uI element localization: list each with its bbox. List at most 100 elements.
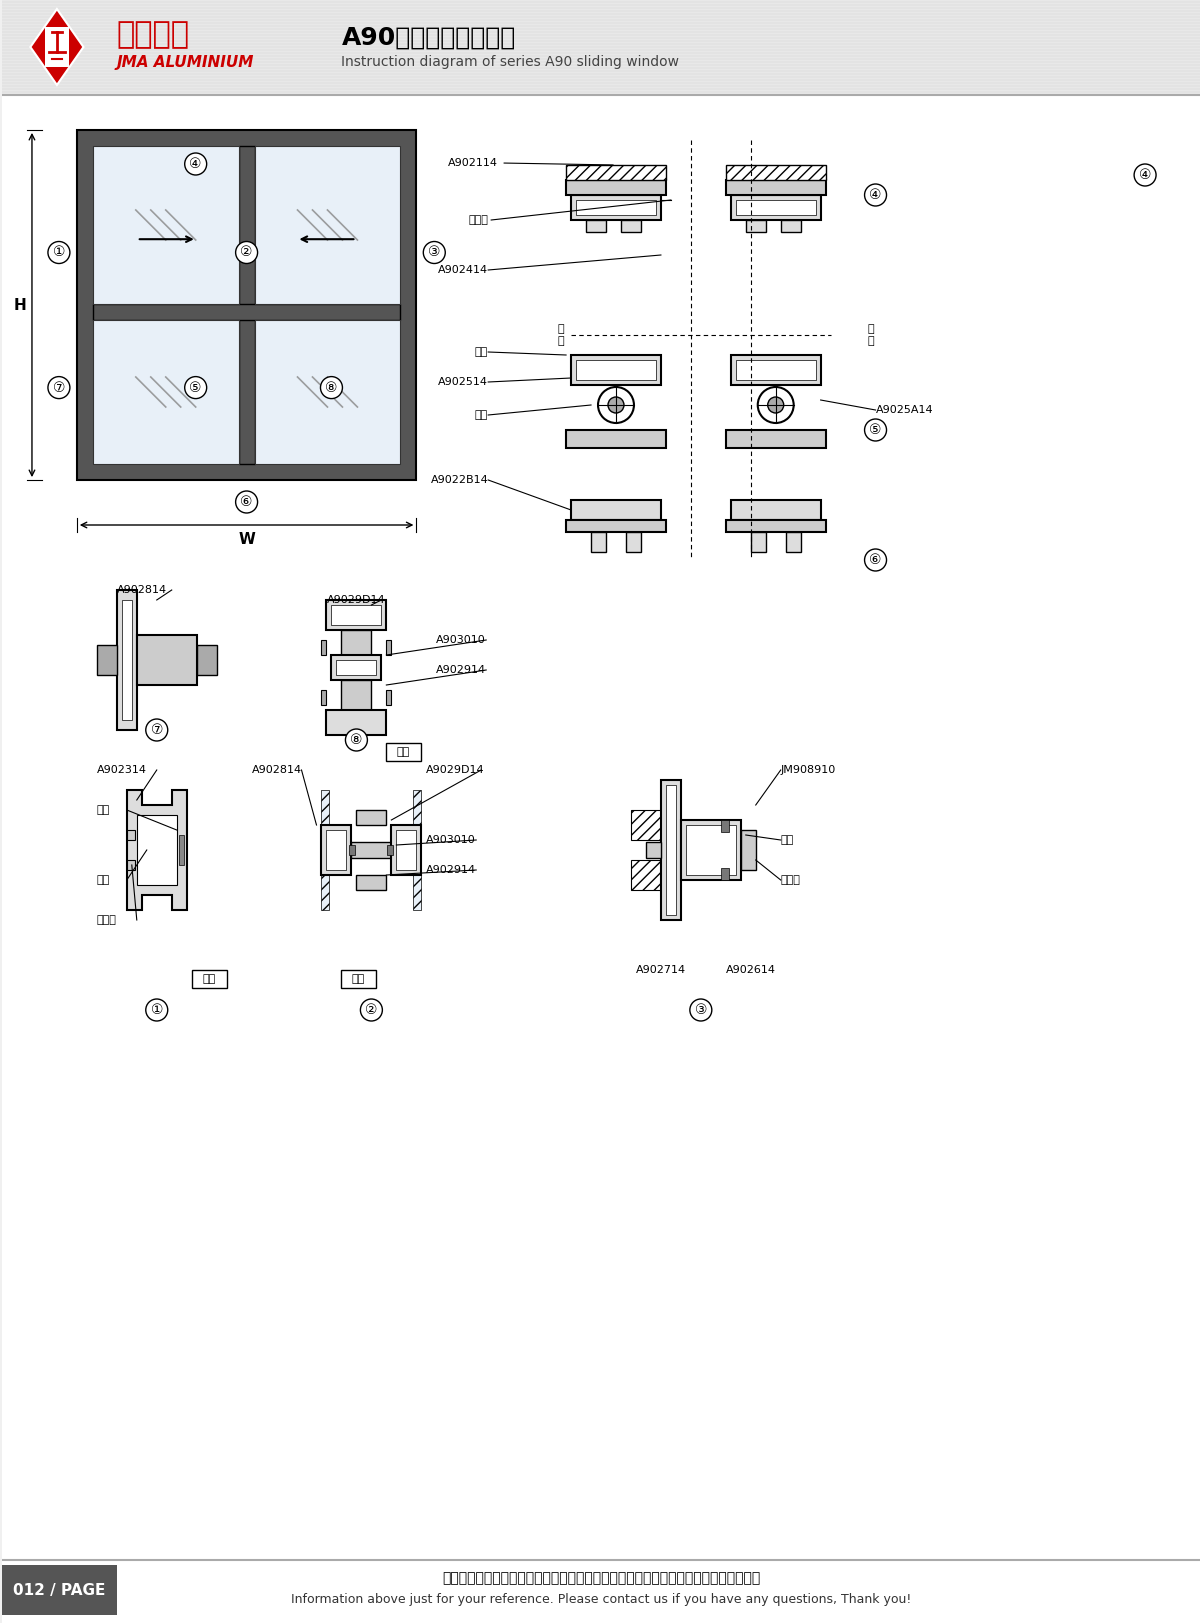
Circle shape: [768, 398, 784, 412]
Bar: [326, 709, 386, 735]
Text: 坚美铝业: 坚美铝业: [116, 21, 190, 49]
Text: ④: ④: [1139, 169, 1151, 182]
Bar: [342, 680, 371, 709]
Text: A902314: A902314: [97, 764, 146, 776]
Bar: [322, 639, 326, 656]
Text: A902914: A902914: [426, 865, 476, 875]
Circle shape: [608, 398, 624, 412]
Text: ⑥: ⑥: [240, 495, 253, 510]
Bar: [342, 630, 371, 656]
Bar: [386, 639, 391, 656]
Text: ②: ②: [365, 1003, 378, 1018]
Bar: [736, 200, 816, 214]
Bar: [326, 829, 347, 870]
Bar: [386, 690, 391, 704]
Circle shape: [424, 242, 445, 263]
Text: H: H: [13, 297, 26, 313]
Bar: [336, 661, 377, 675]
Circle shape: [185, 153, 206, 175]
Text: ③: ③: [428, 245, 440, 260]
Bar: [571, 355, 661, 385]
Bar: [571, 500, 661, 519]
Bar: [571, 195, 661, 221]
Bar: [731, 355, 821, 385]
Circle shape: [864, 183, 887, 206]
Text: ⑦: ⑦: [53, 381, 65, 394]
Text: 室内: 室内: [352, 974, 365, 984]
Bar: [592, 532, 606, 552]
Text: A902914: A902914: [437, 665, 486, 675]
Text: A9029D14: A9029D14: [426, 764, 485, 776]
Text: A902714: A902714: [636, 966, 686, 975]
Bar: [626, 532, 641, 552]
Text: 毛条: 毛条: [97, 805, 110, 815]
Bar: [726, 519, 826, 532]
Text: ③: ③: [695, 1003, 707, 1018]
Bar: [731, 500, 821, 519]
Bar: [2, 1565, 116, 1615]
Bar: [566, 519, 666, 532]
Circle shape: [598, 386, 634, 424]
Bar: [44, 28, 68, 67]
Bar: [326, 601, 386, 630]
Bar: [413, 860, 421, 911]
Bar: [620, 221, 641, 232]
Text: ④: ④: [869, 188, 882, 201]
Bar: [77, 130, 416, 480]
Text: 垫片: 垫片: [475, 347, 488, 357]
Bar: [92, 304, 401, 320]
Bar: [586, 221, 606, 232]
Bar: [356, 810, 386, 824]
Text: A90系列推拉窗结构图: A90系列推拉窗结构图: [342, 26, 516, 50]
Text: ⑦: ⑦: [150, 722, 163, 737]
Circle shape: [235, 242, 258, 263]
Bar: [680, 820, 740, 880]
Bar: [254, 146, 401, 304]
Bar: [254, 320, 401, 464]
Bar: [726, 180, 826, 195]
Circle shape: [145, 719, 168, 742]
Text: ①: ①: [150, 1003, 163, 1018]
Bar: [127, 860, 134, 870]
Bar: [92, 146, 239, 304]
Bar: [646, 842, 661, 859]
Circle shape: [235, 492, 258, 513]
Circle shape: [48, 242, 70, 263]
Bar: [726, 166, 826, 180]
Text: 滑轮: 滑轮: [475, 411, 488, 420]
Text: JM908910: JM908910: [781, 764, 836, 776]
Bar: [631, 810, 661, 841]
Text: A9025A14: A9025A14: [876, 406, 934, 415]
Text: A902814: A902814: [116, 584, 167, 596]
Bar: [322, 690, 326, 704]
Circle shape: [864, 549, 887, 571]
Bar: [331, 656, 382, 680]
Circle shape: [346, 729, 367, 751]
Text: ①: ①: [53, 245, 65, 260]
Bar: [566, 430, 666, 448]
Text: JMA ALUMINIUM: JMA ALUMINIUM: [116, 55, 254, 70]
Bar: [731, 195, 821, 221]
Circle shape: [1134, 164, 1156, 187]
Text: ⑤: ⑤: [190, 381, 202, 394]
Circle shape: [360, 1000, 383, 1021]
Polygon shape: [30, 10, 84, 84]
Text: A902114: A902114: [448, 157, 498, 169]
Bar: [116, 591, 137, 730]
Text: ⑧: ⑧: [350, 734, 362, 747]
Bar: [322, 790, 330, 841]
Text: A902514: A902514: [438, 377, 488, 386]
Circle shape: [185, 377, 206, 399]
Bar: [631, 860, 661, 889]
Bar: [97, 644, 116, 675]
Bar: [413, 790, 421, 841]
Text: ⑥: ⑥: [869, 553, 882, 566]
Circle shape: [757, 386, 793, 424]
Text: 纱网: 纱网: [781, 834, 794, 846]
Bar: [686, 824, 736, 875]
Text: 条形锁: 条形锁: [781, 875, 800, 885]
Bar: [740, 829, 756, 870]
Text: W: W: [238, 531, 256, 547]
Bar: [137, 635, 197, 685]
Bar: [2, 0, 1200, 96]
